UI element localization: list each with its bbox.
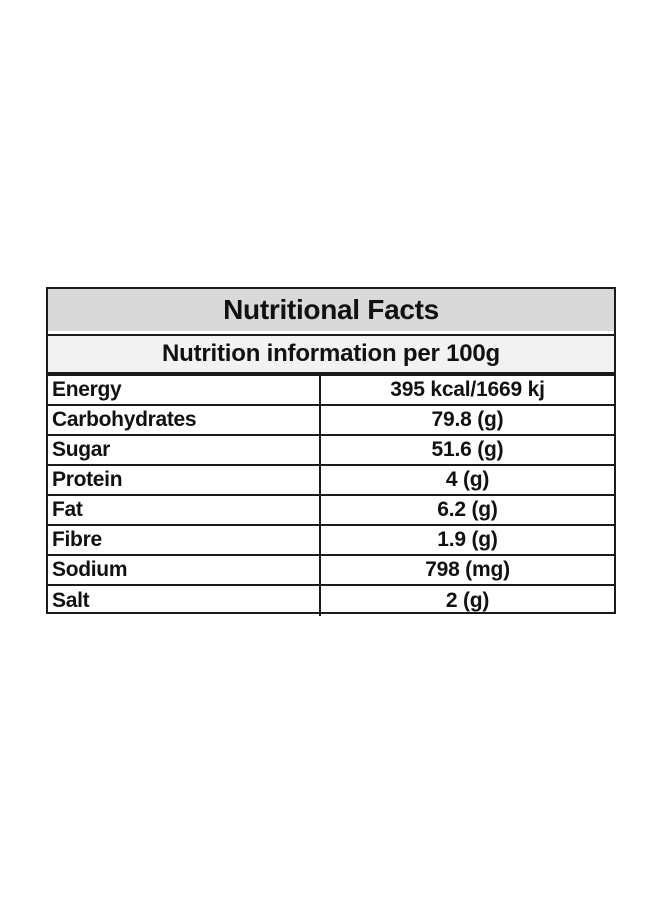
nutrient-name: Fat: [48, 496, 321, 524]
nutrient-name: Sodium: [48, 556, 321, 584]
nutrient-value: 2 (g): [445, 589, 490, 612]
table-row: Fat 6.2 (g): [48, 496, 614, 526]
nutrient-name: Salt: [48, 586, 321, 616]
nutrient-value: 51.6 (g): [431, 438, 504, 461]
table-row: Fibre 1.9 (g): [48, 526, 614, 556]
nutrient-rows: Energy 395 kcal/1669 kj Carbohydrates 79…: [48, 374, 614, 616]
nutrient-value: 4 (g): [445, 468, 490, 491]
nutrient-name: Energy: [48, 376, 321, 404]
nutrient-value: 798 (mg): [425, 558, 510, 581]
nutrient-name: Carbohydrates: [48, 406, 321, 434]
nutrient-value: 6.2 (g): [437, 498, 498, 521]
nutrient-name: Sugar: [48, 436, 321, 464]
table-row: Salt 2 (g): [48, 586, 614, 616]
table-row: Carbohydrates 79.8 (g): [48, 406, 614, 436]
table-row: Protein 4 (g): [48, 466, 614, 496]
nutrient-value: 395 kcal/1669 kj: [390, 378, 545, 401]
table-row: Sugar 51.6 (g): [48, 436, 614, 466]
table-subtitle: Nutrition information per 100g: [48, 334, 614, 374]
table-row: Sodium 798 (mg): [48, 556, 614, 586]
table-title: Nutritional Facts: [48, 289, 614, 334]
nutrient-name: Protein: [48, 466, 321, 494]
nutrient-value: 79.8 (g): [431, 408, 504, 431]
table-row: Energy 395 kcal/1669 kj: [48, 376, 614, 406]
nutrition-facts-table: Nutritional Facts Nutrition information …: [46, 287, 616, 616]
nutrient-value: 1.9 (g): [437, 528, 498, 551]
nutrient-name: Fibre: [48, 526, 321, 554]
